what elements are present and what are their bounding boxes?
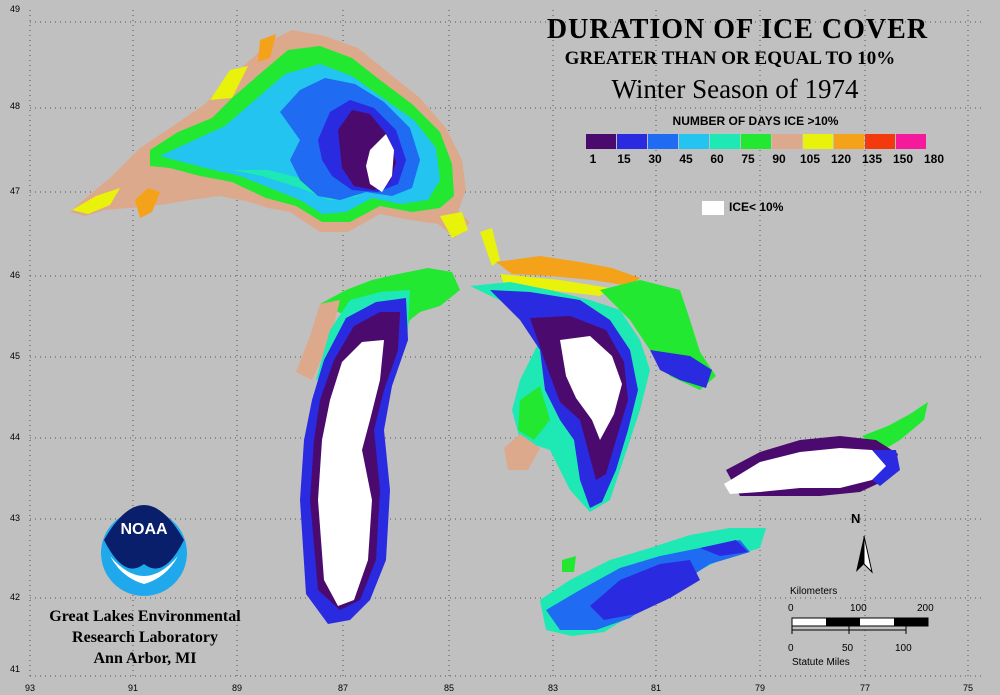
title-line2: GREATER THAN OR EQUAL TO 10% bbox=[564, 48, 896, 69]
longitude-label: 85 bbox=[443, 683, 455, 693]
noaa-logo: NOAA bbox=[101, 505, 187, 596]
longitude-label: 79 bbox=[754, 683, 766, 693]
legend-title: NUMBER OF DAYS ICE >10% bbox=[672, 114, 839, 128]
legend-swatch bbox=[896, 134, 926, 149]
latitude-label: 47 bbox=[10, 186, 21, 196]
mi-tick-100: 100 bbox=[895, 643, 912, 654]
latitude-label: 42 bbox=[10, 592, 21, 602]
latitude-label: 49 bbox=[10, 4, 21, 14]
legend-label: 90 bbox=[772, 152, 786, 166]
ice-legend-label: ICE< 10% bbox=[729, 200, 784, 214]
longitude-label: 81 bbox=[650, 683, 662, 693]
lake-superior bbox=[70, 30, 470, 238]
lab-line2: Research Laboratory bbox=[72, 629, 218, 646]
legend-label: 15 bbox=[617, 152, 631, 166]
legend-label: 60 bbox=[710, 152, 724, 166]
legend-swatch bbox=[710, 134, 740, 149]
longitude-label: 93 bbox=[24, 683, 36, 693]
legend-swatch bbox=[617, 134, 647, 149]
latitude-label: 45 bbox=[10, 351, 21, 361]
north-label: N bbox=[851, 511, 861, 526]
legend-label: 45 bbox=[679, 152, 693, 166]
legend-label: 105 bbox=[799, 152, 821, 166]
ice-legend-swatch bbox=[702, 201, 724, 215]
legend-label: 1 bbox=[589, 152, 597, 166]
title-line3: Winter Season of 1974 bbox=[611, 74, 859, 104]
lake-huron bbox=[470, 280, 716, 512]
latitude-label: 41 bbox=[10, 664, 21, 674]
latitude-label: 46 bbox=[10, 270, 21, 280]
legend-swatch bbox=[772, 134, 802, 149]
legend-swatch bbox=[648, 134, 678, 149]
north-arrow-icon bbox=[856, 535, 873, 574]
km-tick-100: 100 bbox=[850, 603, 867, 614]
legend-label: 150 bbox=[892, 152, 914, 166]
mi-tick-0: 0 bbox=[788, 643, 794, 654]
longitude-label: 75 bbox=[962, 683, 974, 693]
legend-label: 75 bbox=[741, 152, 755, 166]
legend-swatch bbox=[834, 134, 864, 149]
longitude-label: 83 bbox=[547, 683, 559, 693]
legend-label: 120 bbox=[830, 152, 852, 166]
longitude-label: 87 bbox=[337, 683, 349, 693]
longitude-label: 91 bbox=[127, 683, 139, 693]
longitude-label: 89 bbox=[231, 683, 243, 693]
km-tick-200: 200 bbox=[917, 603, 934, 614]
north-channel bbox=[480, 228, 640, 296]
lake-michigan bbox=[296, 268, 460, 624]
km-tick-0: 0 bbox=[788, 603, 794, 614]
lab-line3: Ann Arbor, MI bbox=[93, 650, 197, 667]
legend-swatch bbox=[741, 134, 771, 149]
scale-bar bbox=[791, 617, 929, 634]
title-line1: DURATION OF ICE COVER bbox=[546, 14, 929, 45]
km-title: Kilometers bbox=[790, 586, 838, 597]
latitude-label: 48 bbox=[10, 101, 21, 111]
legend-label: 135 bbox=[861, 152, 883, 166]
legend-label: 30 bbox=[648, 152, 662, 166]
noaa-logo-text: NOAA bbox=[120, 521, 168, 538]
legend-swatch bbox=[679, 134, 709, 149]
lab-line1: Great Lakes Environmental bbox=[49, 608, 241, 625]
latitude-label: 43 bbox=[10, 513, 21, 523]
longitude-label: 77 bbox=[859, 683, 871, 693]
lake-ontario bbox=[724, 402, 928, 496]
legend-swatch bbox=[586, 134, 616, 149]
latitude-label: 44 bbox=[10, 432, 21, 442]
mi-title: Statute Miles bbox=[792, 657, 850, 668]
legend-label: 180 bbox=[923, 152, 945, 166]
legend-swatch bbox=[803, 134, 833, 149]
mi-tick-50: 50 bbox=[842, 643, 854, 654]
legend-swatches bbox=[586, 134, 927, 149]
legend-swatch bbox=[865, 134, 895, 149]
lake-erie bbox=[540, 528, 766, 636]
